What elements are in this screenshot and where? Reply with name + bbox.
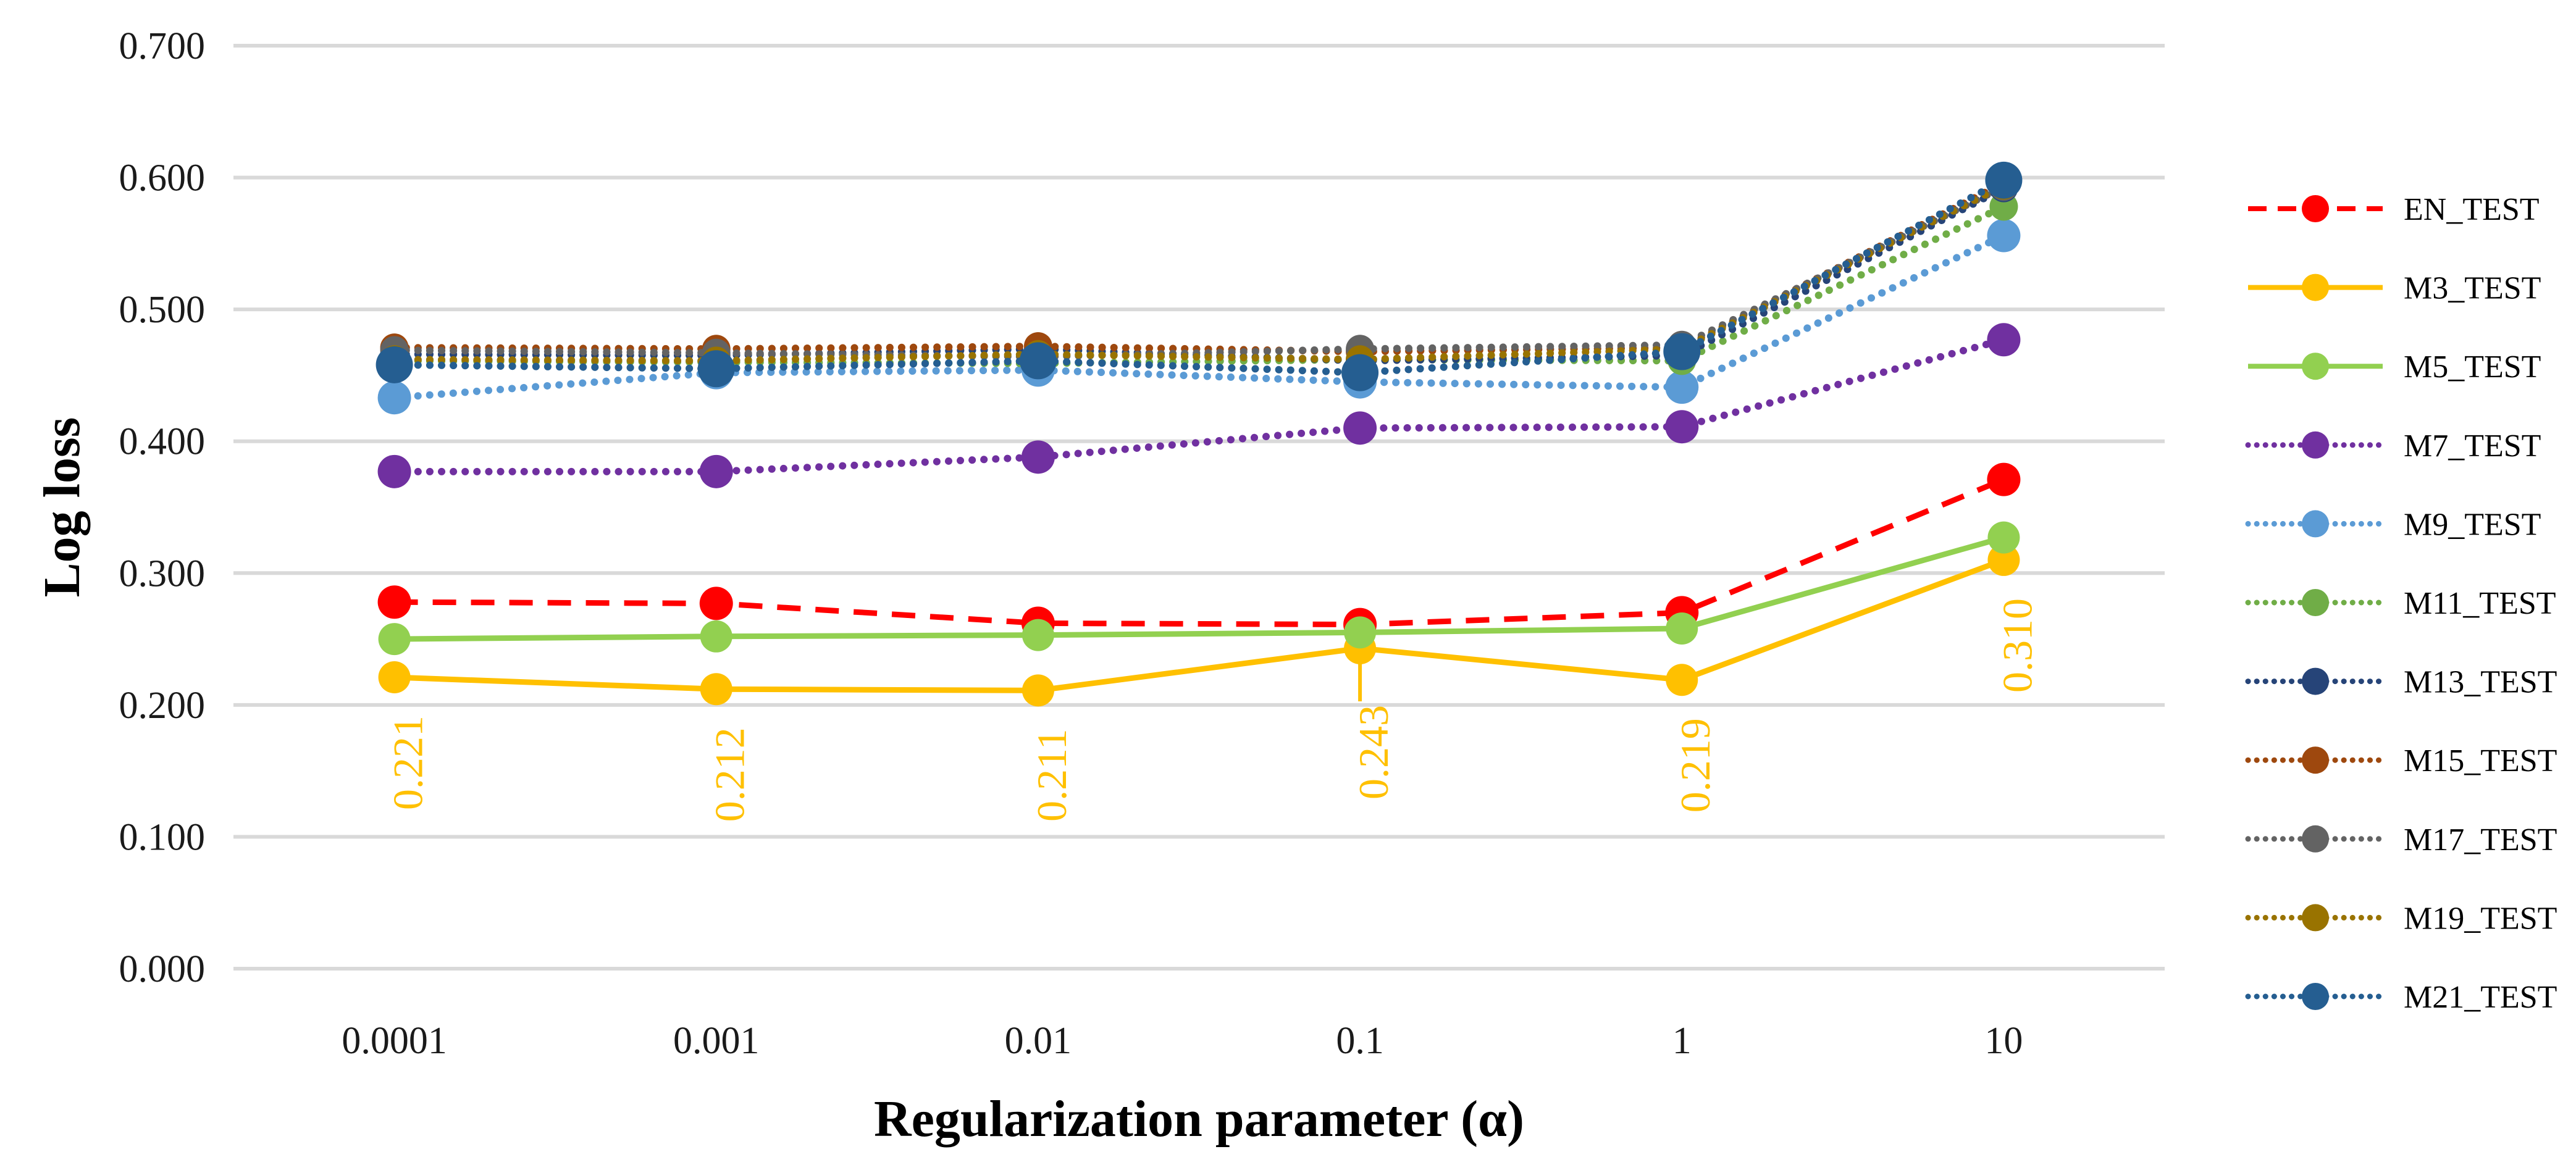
legend-marker-M11_TEST (2302, 589, 2329, 616)
y-axis-tick-label: 0.200 (119, 685, 206, 727)
series-line-M9_TEST (390, 232, 2008, 402)
series-line-M19_TEST (390, 182, 2008, 365)
data-label-M3_TEST: 0.212 (707, 727, 753, 822)
x-axis-tick-label: 0.0001 (342, 1020, 447, 1062)
data-point-marker-M3_TEST (700, 673, 732, 706)
data-label-M3_TEST: 0.243 (1350, 705, 1397, 800)
legend-label-M5_TEST: M5_TEST (2404, 349, 2541, 385)
data-label-M3_TEST: 0.211 (1028, 729, 1075, 821)
legend-label-M11_TEST: M11_TEST (2404, 586, 2556, 621)
data-label-M3_TEST: 0.219 (1672, 718, 1719, 812)
x-axis-title: Regularization parameter (α) (874, 1090, 1524, 1148)
y-axis-tick-label: 0.400 (119, 421, 206, 463)
legend-marker-M17_TEST (2302, 825, 2329, 853)
legend-label-M19_TEST: M19_TEST (2404, 901, 2557, 936)
y-axis-tick-label: 0.100 (119, 816, 206, 858)
x-axis-tick-label: 0.001 (673, 1020, 760, 1062)
legend-marker-EN_TEST (2302, 195, 2329, 222)
series-line-M21_TEST (390, 176, 2008, 377)
y-axis-tick-label: 0.000 (119, 948, 206, 990)
data-point-marker-M5_TEST (700, 620, 732, 653)
series-line-M5_TEST (394, 535, 2005, 642)
data-point-marker-M7_TEST (1665, 410, 1699, 444)
data-point-marker-M3_TEST (1022, 674, 1054, 707)
legend-label-M7_TEST: M7_TEST (2404, 428, 2541, 464)
legend-label-EN_TEST: EN_TEST (2404, 192, 2540, 227)
legend-marker-M13_TEST (2302, 667, 2329, 695)
legend-marker-M3_TEST (2302, 274, 2329, 301)
legend-label-M15_TEST: M15_TEST (2404, 743, 2557, 779)
y-axis-title: Log loss (33, 417, 91, 598)
data-point-marker-M9_TEST (377, 381, 411, 415)
data-point-marker-M21_TEST (1341, 354, 1379, 391)
data-point-marker-EN_TEST (377, 585, 411, 619)
y-axis-tick-label: 0.600 (119, 157, 206, 199)
legend-label-M17_TEST: M17_TEST (2404, 822, 2557, 858)
y-axis-tick-label: 0.500 (119, 289, 206, 331)
data-point-marker-M5_TEST (378, 623, 411, 656)
data-point-marker-EN_TEST (1987, 462, 2021, 496)
data-point-marker-M21_TEST (1663, 333, 1701, 370)
data-point-marker-M5_TEST (1666, 612, 1698, 645)
data-point-marker-M7_TEST (1343, 411, 1377, 445)
data-point-marker-M9_TEST (1665, 370, 1699, 404)
legend-marker-M21_TEST (2302, 983, 2329, 1010)
x-axis-tick-label: 0.1 (1336, 1020, 1384, 1062)
legend-marker-M7_TEST (2302, 431, 2329, 459)
data-point-marker-M5_TEST (1987, 521, 2020, 554)
data-point-marker-M9_TEST (1987, 219, 2021, 253)
data-label-M3_TEST: 0.310 (1994, 598, 2041, 693)
x-axis-tick-label: 0.01 (1005, 1020, 1072, 1062)
data-point-marker-M3_TEST (378, 661, 411, 694)
data-point-marker-M5_TEST (1344, 616, 1377, 649)
legend-label-M21_TEST: M21_TEST (2404, 980, 2557, 1015)
data-point-marker-M7_TEST (377, 454, 411, 488)
data-point-marker-EN_TEST (699, 587, 733, 620)
series-line-M7_TEST (390, 336, 2008, 475)
data-label-M3_TEST: 0.221 (385, 716, 432, 810)
data-point-marker-M7_TEST (1021, 440, 1055, 474)
data-point-marker-M21_TEST (697, 350, 735, 388)
y-axis-tick-label: 0.700 (119, 25, 206, 67)
data-point-marker-M21_TEST (1019, 342, 1057, 380)
y-axis-tick-label: 0.300 (119, 553, 206, 595)
data-point-marker-M3_TEST (1666, 664, 1698, 696)
legend-label-M9_TEST: M9_TEST (2404, 507, 2541, 542)
legend-marker-M9_TEST (2302, 510, 2329, 538)
x-axis-tick-label: 10 (1984, 1020, 2023, 1062)
data-point-marker-M5_TEST (1022, 619, 1054, 651)
data-point-marker-M3_TEST (1987, 543, 2020, 576)
series-line-EN_TEST (394, 477, 2005, 628)
x-axis-tick-label: 1 (1672, 1020, 1692, 1062)
data-point-marker-M21_TEST (375, 346, 413, 383)
series-line-M17_TEST (390, 183, 2008, 361)
legend-label-M13_TEST: M13_TEST (2404, 665, 2557, 700)
data-point-marker-M7_TEST (699, 454, 733, 488)
legend-marker-M15_TEST (2302, 746, 2329, 774)
data-point-marker-M7_TEST (1987, 323, 2021, 357)
legend-label-M3_TEST: M3_TEST (2404, 271, 2541, 306)
legend-marker-M5_TEST (2302, 353, 2329, 380)
legend-marker-M19_TEST (2302, 904, 2329, 932)
series-line-M3_TEST (394, 557, 2005, 693)
data-point-marker-M21_TEST (1985, 161, 2023, 199)
